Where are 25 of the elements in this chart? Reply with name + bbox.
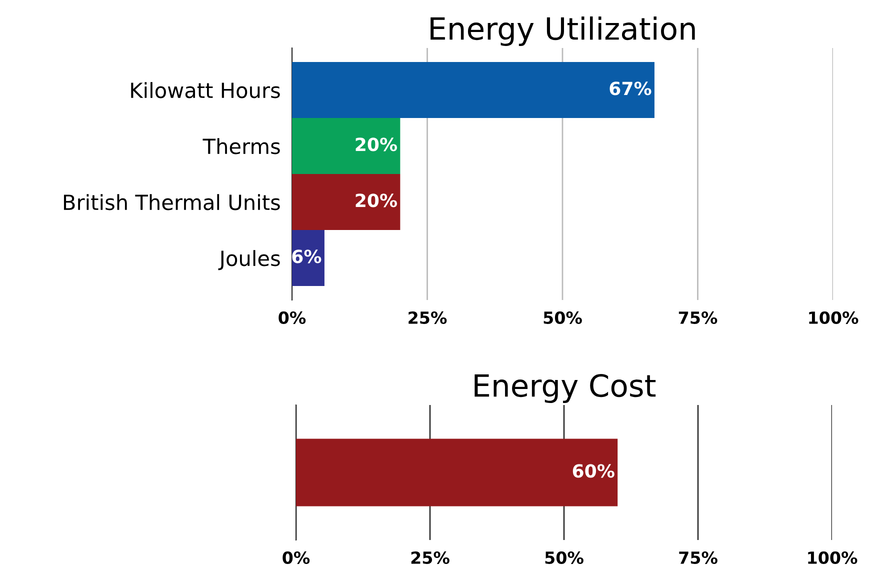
- x-tick-label: 25%: [411, 551, 450, 564]
- y-tick-label: British Thermal Units: [64, 194, 280, 210]
- x-tick-label: 25%: [408, 311, 447, 324]
- x-tick-label: 0%: [282, 551, 310, 564]
- x-tick-label: 75%: [678, 311, 718, 324]
- x-tick-label: 50%: [545, 551, 584, 564]
- data-label: 6%: [292, 250, 322, 264]
- chart-title: Energy Utilization: [430, 16, 695, 46]
- x-tick-label: 75%: [679, 551, 718, 564]
- y-tick-label: Kilowatt Hours: [131, 82, 280, 98]
- bar: [292, 62, 654, 118]
- x-tick-label: 0%: [278, 311, 306, 324]
- x-tick-label: 100%: [808, 551, 858, 564]
- data-label: 67%: [610, 82, 652, 96]
- bar: [292, 118, 400, 174]
- data-label: 20%: [356, 138, 398, 152]
- x-tick-label: 100%: [809, 311, 858, 324]
- y-tick-label: Joules: [218, 250, 280, 270]
- bar: [292, 230, 324, 286]
- y-tick-label: Therms: [202, 138, 280, 154]
- bar: [292, 174, 400, 230]
- data-label: 60%: [572, 464, 614, 478]
- chart-title: Energy Cost: [474, 374, 656, 404]
- x-tick-label: 50%: [544, 311, 582, 324]
- data-label: 20%: [356, 194, 398, 208]
